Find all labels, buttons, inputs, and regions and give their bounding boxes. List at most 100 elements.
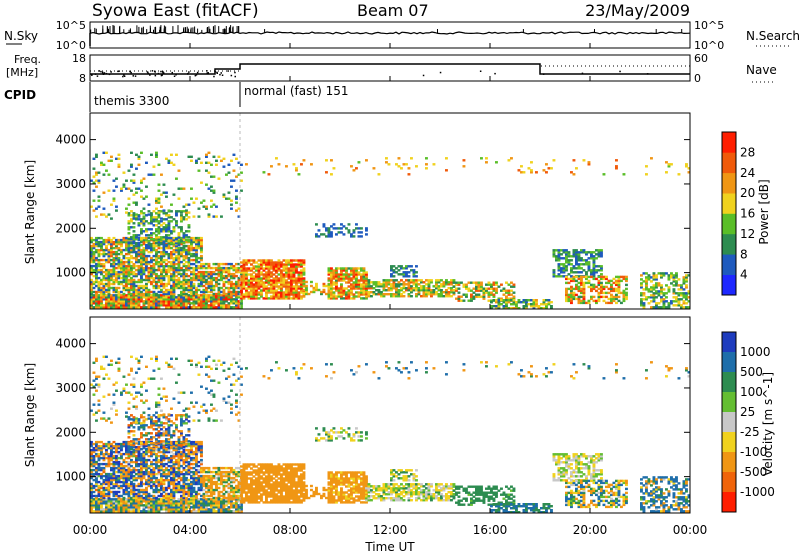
- velocity-cell: [103, 467, 106, 469]
- power-cell: [428, 279, 431, 281]
- nsky-spikes: [90, 25, 682, 46]
- power-cell: [180, 273, 183, 275]
- power-cell: [315, 283, 318, 285]
- power-cell: [193, 202, 196, 204]
- y-tick-label: 4000: [55, 133, 86, 147]
- power-cell: [143, 247, 146, 249]
- power-cell: [563, 263, 566, 265]
- power-cell: [645, 165, 648, 167]
- power-cell: [388, 293, 391, 295]
- power-cell: [675, 280, 678, 282]
- freq-dot: [109, 74, 111, 76]
- power-cell: [103, 263, 106, 265]
- velocity-cell: [145, 510, 148, 512]
- velocity-cell: [125, 469, 128, 471]
- power-cell: [358, 161, 361, 163]
- power-cell: [320, 291, 323, 293]
- power-cell: [543, 169, 546, 171]
- power-cell: [508, 284, 511, 286]
- velocity-cell: [140, 495, 143, 497]
- velocity-cell: [138, 469, 141, 471]
- power-cell: [353, 267, 356, 269]
- power-cell: [673, 288, 676, 290]
- power-cell: [190, 237, 193, 239]
- power-cell: [138, 242, 141, 244]
- power-cell: [483, 288, 486, 290]
- power-cell: [460, 296, 463, 298]
- power-cell: [113, 279, 116, 281]
- power-cell: [385, 157, 388, 159]
- power-cell: [155, 281, 158, 283]
- velocity-cell: [143, 441, 146, 443]
- power-cell: [650, 280, 653, 282]
- power-cell: [598, 276, 601, 278]
- power-cell: [328, 227, 331, 229]
- power-cell: [93, 168, 96, 170]
- power-cell: [430, 279, 433, 281]
- power-cell: [108, 190, 111, 192]
- power-cell: [105, 245, 108, 247]
- power-cell: [348, 223, 351, 225]
- power-cell: [220, 291, 223, 293]
- velocity-cell: [208, 498, 211, 500]
- velocity-cell: [95, 495, 98, 497]
- power-cell: [233, 273, 236, 275]
- power-cell: [210, 164, 213, 166]
- power-cell: [148, 251, 151, 253]
- power-cell: [200, 182, 203, 184]
- power-cell: [378, 173, 381, 175]
- power-cell: [138, 218, 141, 220]
- power-cell: [125, 237, 128, 239]
- power-cell: [378, 289, 381, 291]
- power-cell: [595, 265, 598, 267]
- power-cell: [570, 286, 573, 288]
- power-cell: [450, 295, 453, 297]
- velocity-cell: [93, 485, 96, 487]
- power-cell: [175, 267, 178, 269]
- power-cell: [253, 259, 256, 261]
- power-cell: [370, 291, 373, 293]
- power-cell: [545, 299, 548, 301]
- velocity-cell: [210, 498, 213, 500]
- power-cell: [110, 204, 113, 206]
- velocity-cell: [143, 483, 146, 485]
- power-cell: [373, 167, 376, 169]
- power-cell: [208, 281, 211, 283]
- power-cell: [165, 259, 168, 261]
- power-cell: [110, 269, 113, 271]
- velocity-cell: [93, 498, 96, 500]
- power-cell: [100, 237, 103, 239]
- power-cell: [505, 299, 508, 301]
- power-cell: [615, 294, 618, 296]
- power-cell: [103, 271, 106, 273]
- power-cell: [555, 255, 558, 257]
- power-cell: [238, 267, 241, 269]
- power-cell: [168, 234, 171, 236]
- power-cell: [153, 238, 156, 240]
- power-cell: [160, 217, 163, 219]
- velocity-cell: [118, 451, 121, 453]
- power-cell: [233, 298, 236, 300]
- power-cell: [138, 215, 141, 217]
- power-cell: [365, 227, 368, 229]
- power-cell: [510, 286, 513, 288]
- power-cell: [130, 293, 133, 295]
- power-cell: [650, 306, 653, 308]
- power-cell: [220, 287, 223, 289]
- power-cell: [165, 289, 168, 291]
- power-cell: [145, 306, 148, 308]
- power-cell: [210, 176, 213, 178]
- velocity-cell: [108, 453, 111, 455]
- power-cell: [305, 281, 308, 283]
- power-cell: [110, 294, 113, 296]
- velocity-cell: [115, 498, 118, 500]
- power-cell: [655, 302, 658, 304]
- power-cell: [355, 291, 358, 293]
- power-cell: [343, 297, 346, 299]
- velocity-cell: [233, 510, 236, 512]
- power-cell: [143, 178, 146, 180]
- power-cell: [190, 277, 193, 279]
- power-cell: [608, 302, 611, 304]
- power-cell: [275, 261, 278, 263]
- power-cell: [523, 171, 526, 173]
